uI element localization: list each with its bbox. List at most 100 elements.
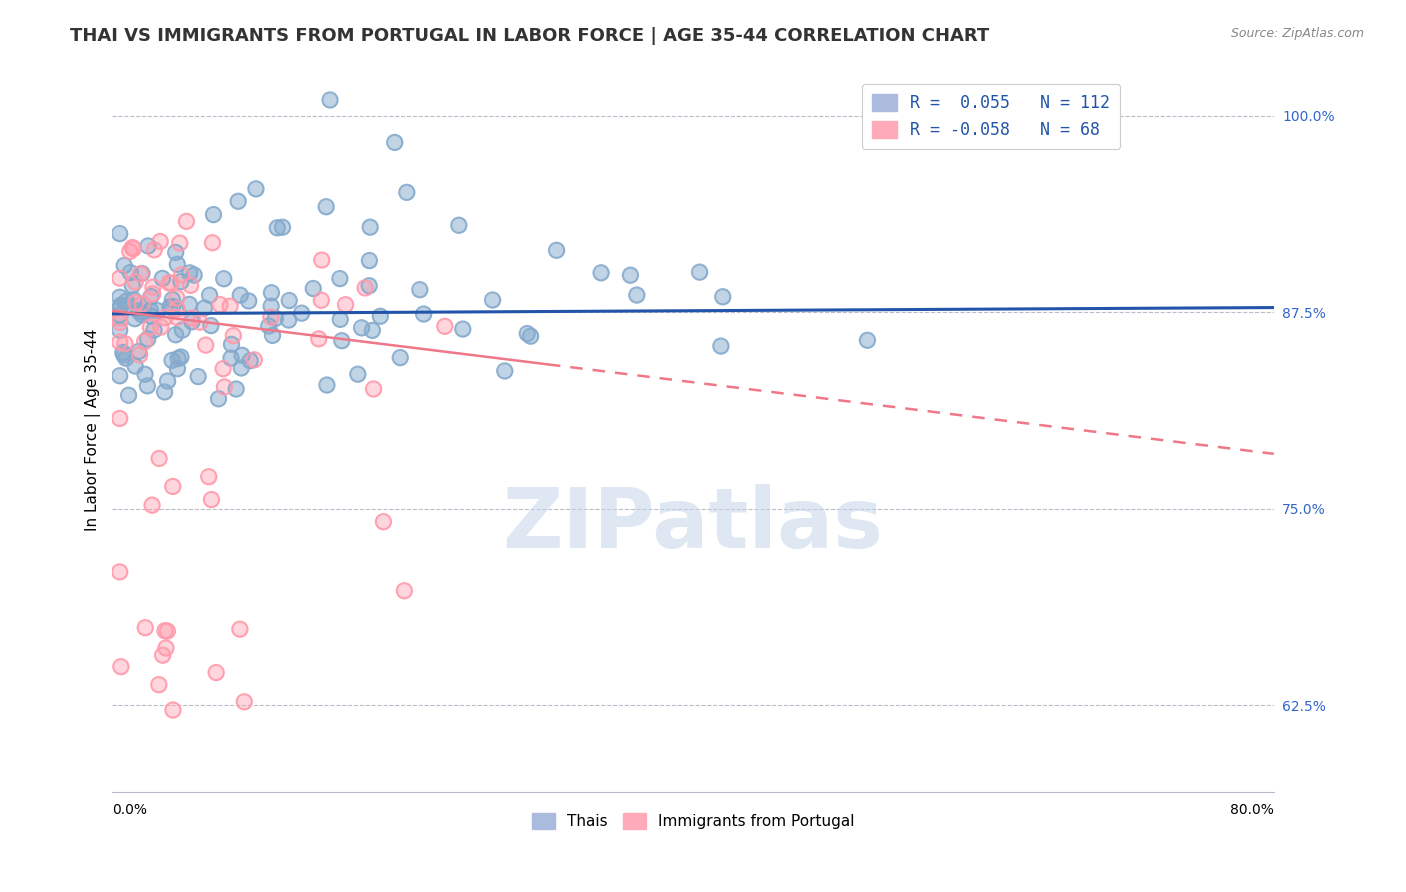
Point [239,353,262,368]
Point [409,283,432,297]
Point [264,311,287,326]
Point [170,275,193,289]
Point [166,257,188,271]
Point [198,288,221,302]
Point [260,285,283,300]
Text: Source: ZipAtlas.com: Source: ZipAtlas.com [1230,27,1364,40]
Point [626,288,648,302]
Text: 0.0%: 0.0% [112,803,148,817]
Point [359,220,381,235]
Point [516,326,538,341]
Point [183,268,205,282]
Point [359,220,381,235]
Point [330,334,353,348]
Point [131,267,153,281]
Point [172,323,194,337]
Point [122,242,145,256]
Point [363,382,385,396]
Point [162,479,184,493]
Point [139,303,162,318]
Point [162,479,184,493]
Point [148,678,170,692]
Point [149,320,172,334]
Point [370,310,392,324]
Point [278,293,301,308]
Point [114,351,136,366]
Point [179,266,201,280]
Point [166,361,188,376]
Point [856,333,879,347]
Point [157,276,180,290]
Point [143,243,166,257]
Point [108,323,131,337]
Point [516,326,538,341]
Point [201,235,224,250]
Point [214,380,236,394]
Point [108,334,131,349]
Point [311,293,333,308]
Point [329,312,352,326]
Point [233,695,256,709]
Point [108,308,131,322]
Point [176,214,198,228]
Point [277,313,299,327]
Point [433,319,456,334]
Point [619,268,641,283]
Legend: Thais, Immigrants from Portugal: Thais, Immigrants from Portugal [526,806,860,835]
Point [149,320,172,334]
Point [170,268,193,282]
Point [162,300,184,314]
Point [162,300,184,314]
Point [160,276,183,290]
Point [120,266,142,280]
Point [152,648,174,662]
Point [359,278,381,293]
Point [160,276,183,290]
Point [152,648,174,662]
Point [335,298,357,312]
Point [155,640,177,655]
Point [166,361,188,376]
Point [153,310,176,325]
Point [170,350,193,364]
Point [134,368,156,382]
Point [165,245,187,260]
Point [156,374,179,388]
Point [311,293,333,308]
Point [143,243,166,257]
Point [153,624,176,638]
Point [201,235,224,250]
Point [308,332,330,346]
Point [108,290,131,304]
Point [108,227,131,241]
Point [335,298,357,312]
Point [132,305,155,319]
Point [134,621,156,635]
Point [142,280,165,294]
Point [316,378,339,392]
Point [519,329,541,343]
Point [142,286,165,301]
Point [271,220,294,235]
Y-axis label: In Labor Force | Age 35-44: In Labor Force | Age 35-44 [86,329,101,532]
Point [159,300,181,314]
Point [260,285,283,300]
Point [110,300,132,314]
Point [110,659,132,673]
Point [546,244,568,258]
Point [115,294,138,309]
Point [238,293,260,308]
Point [302,281,325,295]
Point [319,93,342,107]
Point [361,323,384,337]
Point [121,278,143,293]
Point [350,321,373,335]
Point [136,379,159,393]
Point [359,253,381,268]
Point [115,294,138,309]
Point [354,281,377,295]
Point [315,200,337,214]
Point [142,286,165,301]
Point [136,379,159,393]
Point [121,241,143,255]
